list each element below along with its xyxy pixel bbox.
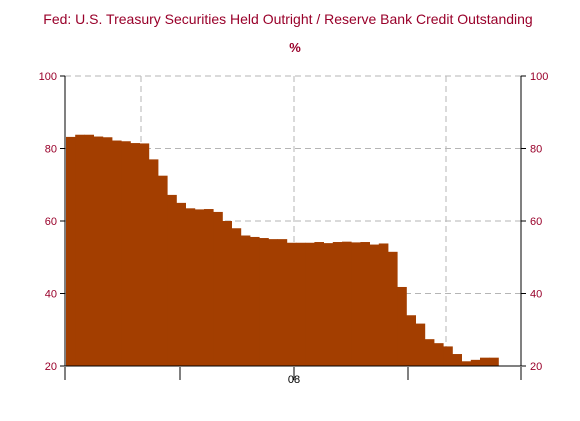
bar xyxy=(176,202,186,366)
bar xyxy=(424,339,435,366)
bar xyxy=(268,239,278,366)
bar xyxy=(443,346,453,366)
y-tick-label-left: 60 xyxy=(45,216,57,228)
bar xyxy=(66,136,76,366)
bar xyxy=(102,137,113,366)
bar xyxy=(351,242,361,366)
bar xyxy=(452,354,462,366)
axes xyxy=(60,75,526,380)
bar xyxy=(296,242,306,366)
bar xyxy=(369,244,380,366)
bar xyxy=(167,194,177,366)
bar xyxy=(148,159,159,366)
chart-title: Fed: U.S. Treasury Securities Held Outri… xyxy=(43,11,532,27)
bar xyxy=(480,357,490,366)
y-tick-label-right: 20 xyxy=(530,361,542,373)
bar xyxy=(222,221,232,366)
bar xyxy=(240,235,251,366)
bar xyxy=(93,136,104,366)
y-tick-label-left: 100 xyxy=(39,71,57,83)
bar xyxy=(489,357,499,366)
bar xyxy=(406,315,416,366)
tick-labels: 20 20 40 40 60 60 80 80 100 100 08 xyxy=(39,71,549,386)
bar xyxy=(388,251,398,366)
bar xyxy=(213,211,223,366)
bar xyxy=(360,242,370,366)
bar xyxy=(139,143,150,366)
bar xyxy=(378,243,389,366)
chart-subtitle: % xyxy=(289,40,301,55)
bar xyxy=(332,242,343,366)
bar xyxy=(434,343,444,366)
y-tick-label-left: 20 xyxy=(45,361,57,373)
bar xyxy=(323,243,334,366)
bar xyxy=(342,241,352,366)
bars xyxy=(66,134,499,366)
bar xyxy=(130,143,140,366)
bar xyxy=(314,242,324,366)
bar xyxy=(305,242,315,366)
bar xyxy=(112,140,122,366)
bar xyxy=(415,323,426,366)
bar xyxy=(470,359,481,366)
bar xyxy=(259,238,269,366)
bar xyxy=(277,239,288,366)
bar xyxy=(204,209,214,366)
y-tick-label-right: 60 xyxy=(530,216,542,228)
bar xyxy=(185,208,196,366)
bar xyxy=(158,175,168,366)
y-tick-label-right: 80 xyxy=(530,144,542,156)
bar xyxy=(397,286,407,366)
bar xyxy=(461,361,472,366)
bar xyxy=(250,236,260,366)
bar xyxy=(194,209,205,366)
y-tick-label-right: 100 xyxy=(530,71,548,83)
bar xyxy=(75,134,85,366)
y-tick-label-left: 40 xyxy=(45,289,57,301)
y-tick-label-right: 40 xyxy=(530,289,542,301)
x-tick-label: 08 xyxy=(288,374,300,386)
bar xyxy=(84,134,94,366)
bar xyxy=(121,141,131,366)
bar xyxy=(231,228,242,366)
y-tick-label-left: 80 xyxy=(45,144,57,156)
bar xyxy=(286,242,297,366)
